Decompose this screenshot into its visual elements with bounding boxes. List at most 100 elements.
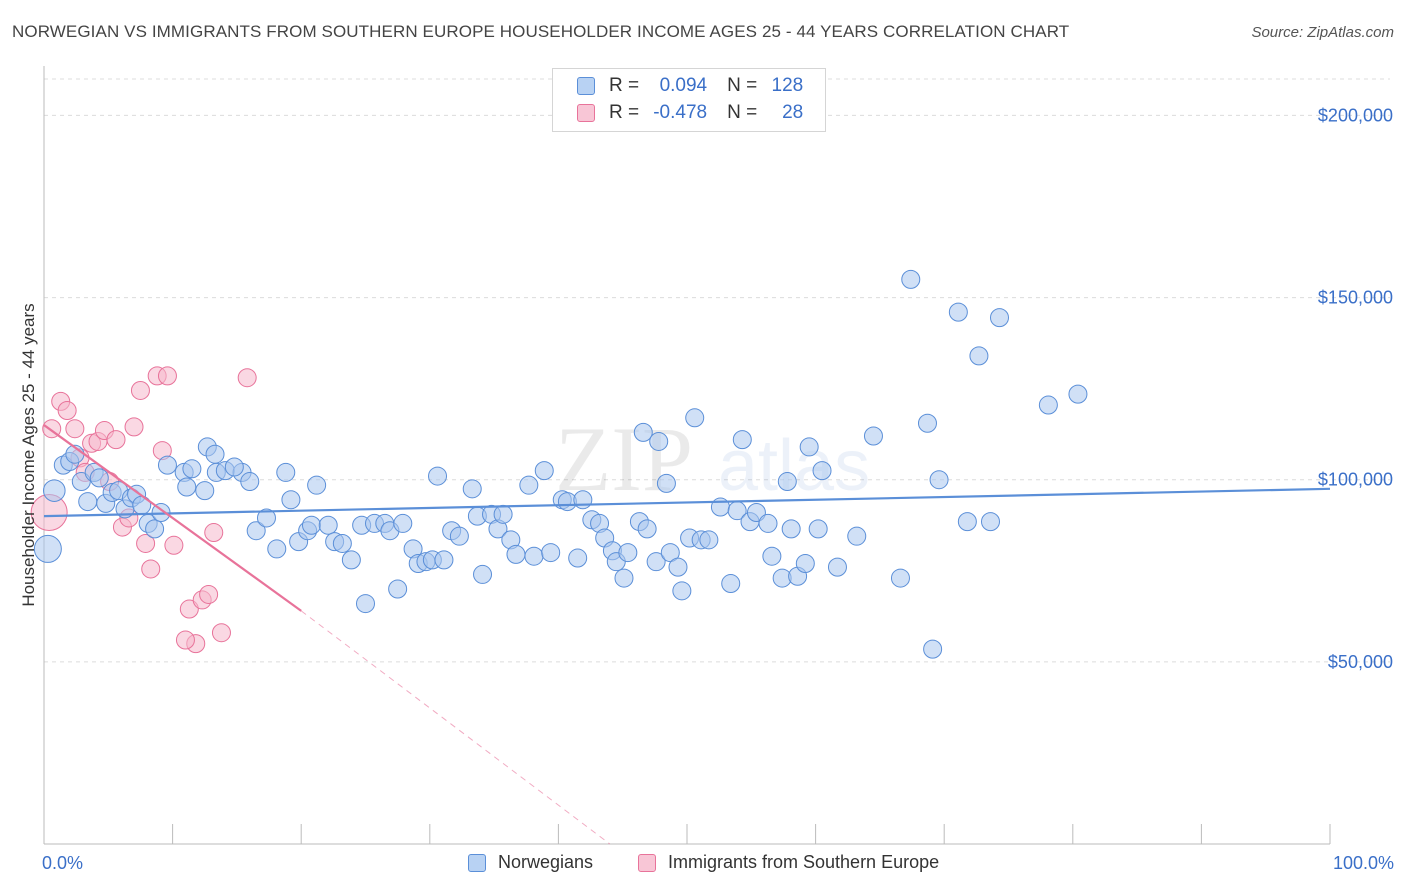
legend-r-label: R =	[609, 102, 640, 123]
legend-row-norwegians: R = 0.094 N = 128	[577, 73, 803, 99]
norwegians-point	[281, 490, 301, 510]
y-tick-label: $200,000	[1318, 105, 1393, 125]
immigrants-point	[164, 535, 184, 555]
legend-r-label: R =	[609, 75, 640, 96]
norwegians-point	[195, 481, 215, 501]
norwegians-point	[795, 554, 815, 573]
norwegians-point	[301, 515, 321, 535]
immigrants-point	[175, 630, 195, 650]
norwegians-point	[71, 472, 91, 492]
norwegians-point	[246, 521, 266, 541]
norwegians-point	[519, 475, 539, 495]
source-label: Source: ZipAtlas.com	[1251, 24, 1394, 41]
axes	[43, 66, 1331, 845]
immigrants-point	[136, 533, 156, 553]
norwegians-point	[256, 508, 276, 528]
norwegians-point	[1038, 395, 1058, 415]
norwegians-point	[890, 568, 910, 588]
norwegians-point	[307, 475, 327, 495]
norwegians-point	[656, 473, 676, 493]
norwegians-point	[929, 470, 949, 490]
norwegians-point	[969, 346, 989, 366]
norwegians-point	[332, 533, 352, 553]
norwegians-point	[758, 513, 778, 533]
legend-n-label: N =	[727, 75, 758, 96]
norwegians-point	[948, 302, 968, 322]
norwegians-point	[33, 534, 62, 563]
legend-r-value: 0.094	[659, 75, 708, 96]
norwegians-point	[762, 546, 782, 566]
norwegians-point	[957, 512, 977, 532]
legend-n-value: 28	[782, 102, 804, 123]
correlation-legend: R = 0.094 N = 128 R = -0.478 N = 28	[552, 68, 826, 132]
norwegians-point	[177, 477, 197, 497]
norwegians-point	[847, 526, 867, 546]
norwegians-point	[473, 564, 493, 584]
immigrants-point	[106, 430, 126, 450]
legend-r-value: -0.478	[653, 102, 708, 123]
norwegians-point	[524, 546, 544, 566]
x-tick-label-min: 0.0%	[42, 853, 84, 873]
legend-item-norwegians[interactable]: Norwegians	[468, 852, 593, 873]
trend-lines	[43, 424, 1331, 845]
norwegians-point	[923, 639, 943, 659]
norwegians-point	[668, 557, 688, 577]
norwegians-point	[618, 543, 638, 563]
norwegians-point	[808, 519, 828, 539]
immigrants-point	[204, 523, 224, 543]
norwegians-point	[827, 557, 847, 577]
norwegians-point	[224, 457, 244, 477]
norwegians-point	[506, 544, 526, 564]
norwegians-point	[917, 413, 937, 433]
norwegians-point	[276, 462, 296, 482]
norwegians-point	[462, 479, 482, 499]
y-axis-title: Householder Income Ages 25 - 44 years	[19, 303, 38, 606]
immigrants-point	[199, 584, 219, 604]
norwegians-point	[434, 550, 454, 570]
legend-row-immigrants: R = -0.478 N = 28	[577, 100, 803, 126]
norwegians-point	[356, 594, 375, 614]
norwegians-point	[614, 568, 634, 588]
norwegians-point	[318, 515, 338, 535]
norwegians-point	[732, 430, 752, 450]
immigrants-point	[130, 380, 150, 400]
immigrants-point	[211, 623, 231, 643]
norwegians-point	[145, 519, 165, 539]
norwegians-point	[646, 552, 666, 572]
norwegians-point	[240, 472, 260, 492]
norwegians-point	[428, 466, 448, 486]
norwegians-point	[660, 543, 680, 563]
immigrants-point	[157, 366, 177, 386]
immigrants-point	[237, 368, 257, 388]
legend-label-immigrants: Immigrants from Southern Europe	[668, 852, 940, 872]
immigrants-point	[57, 401, 77, 420]
norwegians-point	[42, 479, 66, 502]
watermark: ZIP atlas	[555, 408, 870, 510]
legend-swatch-pink	[577, 104, 595, 122]
norwegians-point	[157, 455, 177, 475]
y-tick-label: $100,000	[1318, 470, 1393, 490]
norwegians-point	[388, 579, 408, 599]
immigrants-point	[179, 599, 199, 619]
norwegians-point	[699, 530, 719, 550]
chart-title: NORWEGIAN VS IMMIGRANTS FROM SOUTHERN EU…	[12, 22, 1070, 41]
norwegians-point	[89, 468, 109, 488]
norwegians-point	[182, 459, 202, 479]
immigrants-point	[65, 419, 85, 439]
legend-item-immigrants[interactable]: Immigrants from Southern Europe	[638, 852, 939, 873]
immigrants-point	[124, 417, 144, 437]
norwegians-point	[781, 519, 801, 539]
legend-label-norwegians: Norwegians	[498, 852, 594, 872]
norwegians-point	[812, 461, 832, 481]
norwegians-point	[341, 550, 361, 570]
norwegians-point	[901, 269, 921, 289]
norwegians-point	[863, 426, 883, 446]
norwegians-point	[534, 461, 554, 481]
immigrants-point	[141, 559, 161, 579]
norwegians-point	[568, 548, 588, 568]
legend-swatch-blue	[468, 853, 486, 872]
norwegians-point	[449, 526, 469, 546]
norwegians-point	[573, 490, 593, 510]
norwegians-point	[633, 422, 653, 442]
norwegians-trend-line	[43, 487, 1331, 518]
